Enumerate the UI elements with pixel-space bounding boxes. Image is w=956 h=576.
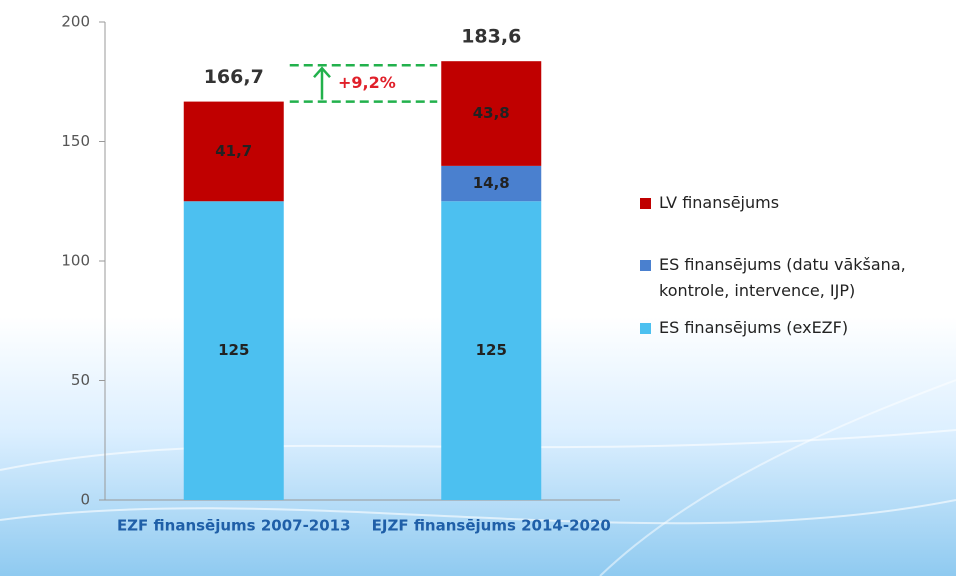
data-label: 43,8	[473, 104, 510, 122]
y-tick-label: 150	[61, 132, 90, 150]
bar-segment	[441, 201, 542, 500]
y-tick-label: 100	[61, 252, 90, 270]
legend-label: ES finansējums (exEZF)	[659, 318, 849, 337]
decor	[599, 379, 956, 576]
y-tick-label: 200	[61, 13, 90, 31]
data-label: 41,7	[215, 142, 252, 160]
total-label: 166,7	[204, 66, 264, 88]
y-tick-label: 50	[71, 371, 90, 389]
bar-segment	[183, 201, 284, 500]
data-label: 125	[476, 341, 507, 359]
data-label: 125	[218, 341, 249, 359]
legend-swatch	[640, 260, 651, 271]
annotation: +9,2%	[338, 73, 396, 92]
y-tick-label: 0	[80, 491, 90, 509]
bar-segment	[441, 61, 542, 166]
legend-swatch	[640, 323, 651, 334]
legend-swatch	[640, 198, 651, 209]
legend-item: ES finansējums (exEZF)	[640, 315, 848, 341]
arrow-head	[313, 66, 331, 79]
legend-item: ES finansējums (datu vākšana, kontrole, …	[640, 252, 949, 304]
legend-label: ES finansējums (datu vākšana, kontrole, …	[659, 255, 906, 300]
x-tick-label: EZF finansējums 2007-2013	[117, 517, 351, 535]
bar-segment	[183, 101, 284, 202]
decor	[0, 499, 956, 525]
legend-label: LV finansējums	[659, 193, 780, 212]
data-label: 14,8	[473, 174, 510, 192]
x-tick-label: EJZF finansējums 2014-2020	[372, 517, 611, 535]
bar-segment	[441, 165, 542, 202]
total-label: 183,6	[461, 26, 521, 48]
decor	[0, 429, 956, 471]
legend-item: LV finansējums	[640, 190, 779, 216]
